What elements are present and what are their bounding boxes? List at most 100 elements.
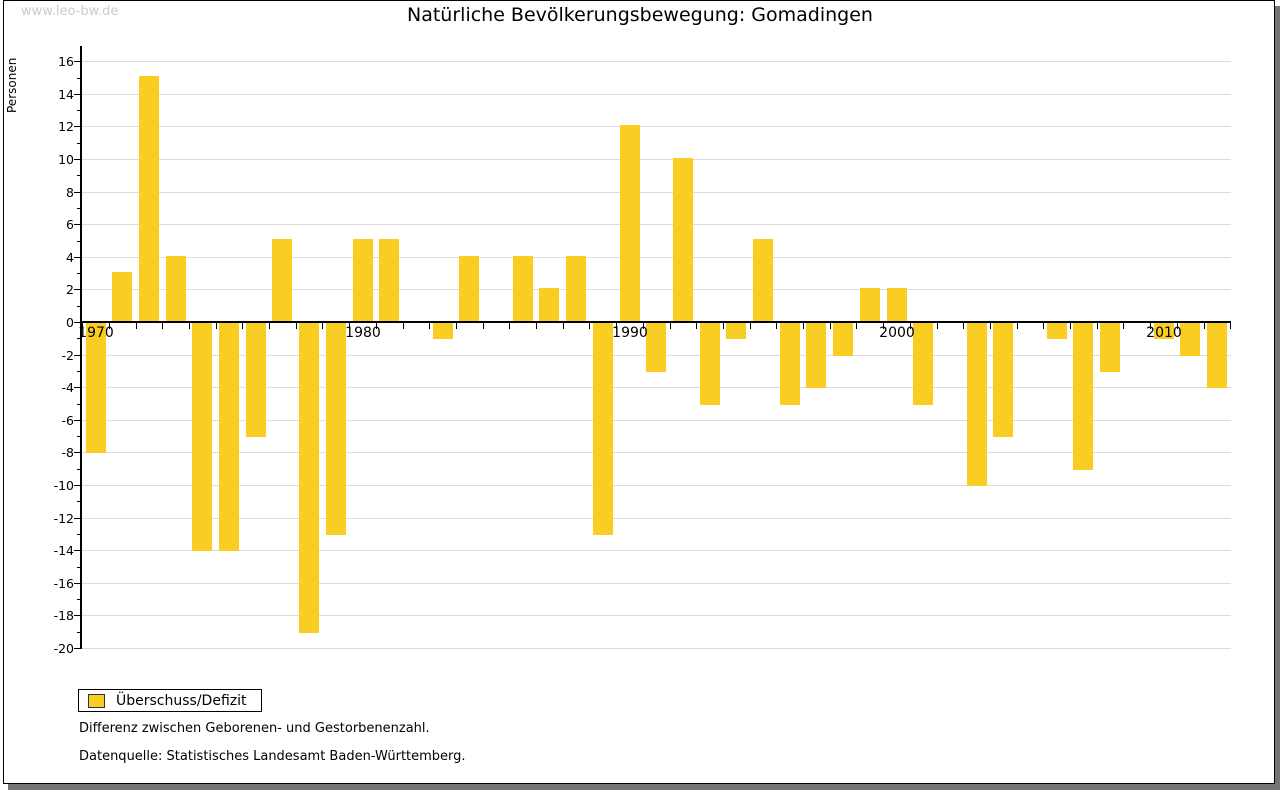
- y-tick-10: [74, 159, 80, 160]
- y-tick-12: [74, 126, 80, 127]
- x-boundary-tick-36: [1043, 323, 1044, 329]
- y-tick-3: [77, 273, 80, 274]
- x-boundary-tick-31: [910, 323, 911, 329]
- x-boundary-tick-25: [750, 323, 751, 329]
- bar-1999: [860, 288, 880, 321]
- bar-2006: [1047, 323, 1067, 339]
- x-boundary-tick-5: [216, 323, 217, 329]
- y-tick--1: [77, 338, 80, 339]
- legend: Überschuss/Defizit: [78, 689, 263, 712]
- bar-1989: [593, 323, 613, 535]
- bar-2010: [1154, 323, 1174, 339]
- bar-1980: [353, 239, 373, 321]
- y-tick-4: [74, 257, 80, 258]
- footnote-definition: Differenz zwischen Geborenen- und Gestor…: [79, 721, 430, 736]
- y-tick-label--14: -14: [53, 543, 74, 558]
- bar-1991: [646, 323, 666, 372]
- x-boundary-tick-23: [696, 323, 697, 329]
- gridline--18: [80, 615, 1231, 616]
- x-tick-label-2000: 2000: [879, 325, 915, 341]
- bar-2004: [993, 323, 1013, 437]
- x-boundary-tick-33: [963, 323, 964, 329]
- x-boundary-tick-8: [296, 323, 297, 329]
- y-tick-label-14: 14: [58, 87, 74, 102]
- x-boundary-tick-29: [856, 323, 857, 329]
- y-tick-label-12: 12: [58, 119, 74, 134]
- y-tick-0: [74, 322, 80, 323]
- y-tick-label--18: -18: [53, 608, 74, 623]
- y-tick-label-2: 2: [66, 282, 74, 297]
- x-boundary-tick-28: [830, 323, 831, 329]
- x-boundary-tick-21: [643, 323, 644, 329]
- gridline--10: [80, 485, 1231, 486]
- bar-1978: [299, 323, 319, 633]
- y-tick--13: [77, 534, 80, 535]
- y-tick-label--2: -2: [61, 348, 74, 363]
- bar-1992: [673, 158, 693, 321]
- y-tick--20: [74, 648, 80, 649]
- chart-window-frame: www.leo-bw.de Natürliche Bevölkerungsbew…: [3, 0, 1275, 784]
- gridline-16: [80, 61, 1231, 62]
- x-boundary-tick-27: [803, 323, 804, 329]
- y-tick-label-16: 16: [58, 54, 74, 69]
- y-tick--11: [77, 501, 80, 502]
- bar-1972: [139, 76, 159, 321]
- y-tick-11: [77, 143, 80, 144]
- y-tick-16: [74, 61, 80, 62]
- y-axis-title: Personen: [5, 57, 19, 113]
- x-boundary-tick-30: [883, 323, 884, 329]
- x-boundary-tick-34: [990, 323, 991, 329]
- x-boundary-tick-24: [723, 323, 724, 329]
- gridline-8: [80, 192, 1231, 193]
- y-tick--18: [74, 615, 80, 616]
- x-boundary-tick-15: [483, 323, 484, 329]
- x-boundary-tick-4: [189, 323, 190, 329]
- bar-2001: [913, 323, 933, 405]
- watermark: www.leo-bw.de: [21, 4, 119, 19]
- y-tick-2: [74, 289, 80, 290]
- x-tick-label-1970: 1970: [78, 325, 114, 341]
- x-boundary-tick-14: [456, 323, 457, 329]
- y-tick-label-0: 0: [66, 315, 74, 330]
- y-tick--15: [77, 567, 80, 568]
- x-boundary-tick-37: [1070, 323, 1071, 329]
- bar-1979: [326, 323, 346, 535]
- x-boundary-tick-43: [1230, 323, 1231, 329]
- x-boundary-tick-12: [403, 323, 404, 329]
- y-tick--10: [74, 485, 80, 486]
- y-tick--17: [77, 599, 80, 600]
- gridline-6: [80, 224, 1231, 225]
- y-tick-8: [74, 192, 80, 193]
- x-boundary-tick-10: [349, 323, 350, 329]
- x-boundary-tick-38: [1097, 323, 1098, 329]
- bar-1986: [513, 256, 533, 321]
- y-tick-7: [77, 208, 80, 209]
- x-boundary-tick-11: [376, 323, 377, 329]
- x-boundary-tick-19: [589, 323, 590, 329]
- page-title: Natürliche Bevölkerungsbewegung: Gomadin…: [407, 4, 873, 26]
- bar-1984: [459, 256, 479, 321]
- x-boundary-tick-41: [1177, 323, 1178, 329]
- bar-2007: [1073, 323, 1093, 470]
- y-tick--2: [74, 355, 80, 356]
- bar-2000: [887, 288, 907, 321]
- bar-1983: [433, 323, 453, 339]
- bar-1971: [112, 272, 132, 321]
- bar-2003: [967, 323, 987, 486]
- legend-label: Überschuss/Defizit: [116, 692, 247, 709]
- legend-swatch-icon: [88, 693, 105, 708]
- gridline-4: [80, 257, 1231, 258]
- y-tick--16: [74, 583, 80, 584]
- y-tick-label--12: -12: [53, 511, 74, 526]
- y-tick-15: [77, 78, 80, 79]
- bar-1993: [700, 323, 720, 405]
- bar-1981: [379, 239, 399, 321]
- x-boundary-tick-6: [242, 323, 243, 329]
- y-tick--19: [77, 632, 80, 633]
- bar-1990: [620, 125, 640, 321]
- x-boundary-tick-32: [937, 323, 938, 329]
- gridline--16: [80, 583, 1231, 584]
- y-tick-label-6: 6: [66, 217, 74, 232]
- bar-1977: [272, 239, 292, 321]
